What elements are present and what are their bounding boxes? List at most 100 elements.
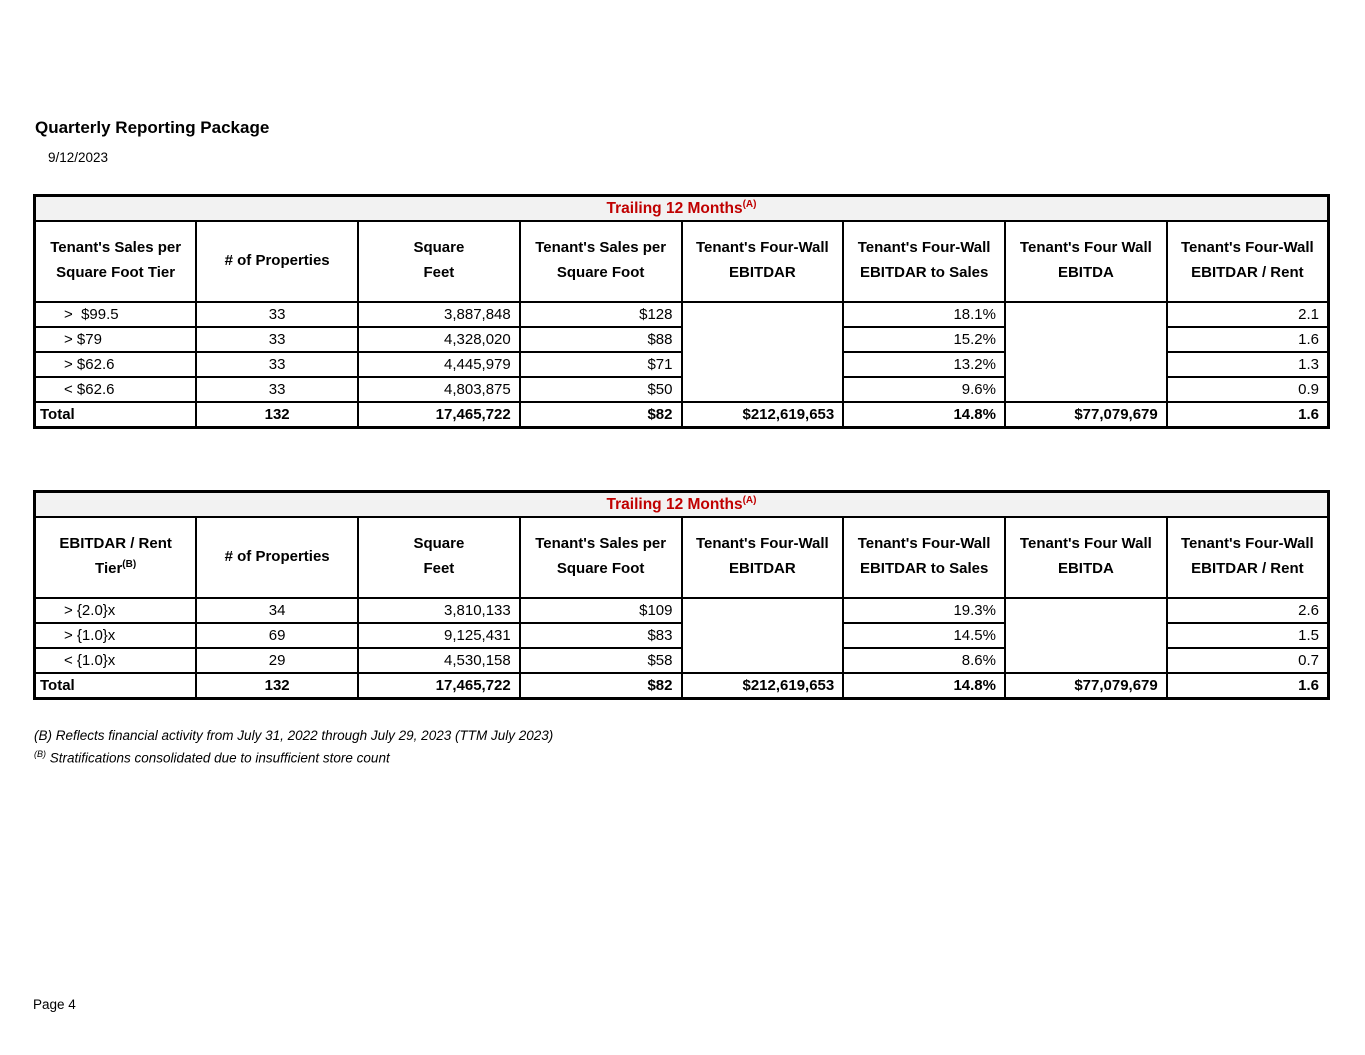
cell-ebitdar-rent: 2.6 [1165, 596, 1330, 624]
cell-total-ebitdar-rent: 1.6 [1165, 400, 1330, 429]
cell-ebitdar-to-sales: 15.2% [842, 325, 1006, 353]
cell-properties: 34 [195, 596, 359, 624]
table-row: > $79 33 4,328,020 $88 15.2% 1.6 [33, 325, 1330, 353]
table-caption-row: Trailing 12 Months(A) [33, 194, 1330, 222]
table-row: < $62.6 33 4,803,875 $50 9.6% 0.9 [33, 375, 1330, 403]
table-caption-cell: Trailing 12 Months(A) [33, 194, 1330, 222]
cell-ebitdar-rent: 1.5 [1165, 621, 1330, 649]
cell-square-feet: 3,887,848 [357, 300, 521, 328]
cell-tier: > {2.0}x [33, 596, 198, 624]
cell-square-feet: 4,445,979 [357, 350, 521, 378]
cell-sales-psf: $50 [518, 375, 683, 403]
cell-tier: > $99.5 [33, 300, 198, 328]
col-header-ebitdar: Tenant's Four-Wall EBITDAR [680, 219, 845, 303]
cell-total-ebitdar-rent: 1.6 [1165, 671, 1330, 700]
col-header-ebitdar-rent: Tenant's Four-Wall EBITDAR / Rent [1165, 515, 1330, 599]
cell-total-square-feet: 17,465,722 [357, 671, 521, 700]
cell-tier: < $62.6 [33, 375, 198, 403]
col-header-sales-psf: Tenant's Sales per Square Foot [518, 515, 683, 599]
cell-tier: > $79 [33, 325, 198, 353]
column-header-row: Tenant's Sales per Square Foot Tier # of… [33, 219, 1330, 303]
ebitdar-rent-tier-table: Trailing 12 Months(A) EBITDAR / Rent Tie… [33, 490, 1330, 700]
cell-sales-psf: $58 [518, 646, 683, 674]
col-header-sales-psf: Tenant's Sales per Square Foot [518, 219, 683, 303]
cell-total-sales-psf: $82 [518, 671, 683, 700]
footnote-2-marker: (B) [34, 749, 46, 759]
footnote-ref-a: (A) [742, 494, 757, 506]
cell-total-ebitdar-to-sales: 14.8% [842, 671, 1006, 700]
document-title: Quarterly Reporting Package [35, 118, 270, 137]
cell-total-properties: 132 [195, 400, 359, 429]
col-header-square-feet: Square Feet [357, 515, 521, 599]
cell-ebitdar-merged-empty [680, 300, 845, 403]
cell-ebitda-merged-empty [1004, 300, 1168, 403]
cell-ebitdar-rent: 2.1 [1165, 300, 1330, 328]
col-header-ebitdar-to-sales: Tenant's Four-Wall EBITDAR to Sales [842, 515, 1006, 599]
total-row: Total 132 17,465,722 $82 $212,619,653 14… [33, 400, 1330, 429]
total-row: Total 132 17,465,722 $82 $212,619,653 14… [33, 671, 1330, 700]
footnote-1-text: Reflects financial activity from July 31… [52, 728, 554, 743]
cell-square-feet: 4,803,875 [357, 375, 521, 403]
cell-total-ebitdar: $212,619,653 [680, 671, 845, 700]
cell-ebitdar-to-sales: 14.5% [842, 621, 1006, 649]
cell-total-ebitda: $77,079,679 [1004, 400, 1168, 429]
table-caption-row: Trailing 12 Months(A) [33, 490, 1330, 518]
table-row: > {2.0}x 34 3,810,133 $109 19.3% 2.6 [33, 596, 1330, 674]
cell-ebitdar-merged-empty [680, 596, 845, 674]
col-header-properties: # of Properties [195, 515, 359, 599]
cell-total-properties: 132 [195, 671, 359, 700]
cell-square-feet: 9,125,431 [357, 621, 521, 649]
cell-square-feet: 4,328,020 [357, 325, 521, 353]
col-header-ebitda: Tenant's Four Wall EBITDA [1004, 515, 1168, 599]
cell-ebitdar-rent: 1.6 [1165, 325, 1330, 353]
table-row: > $62.6 33 4,445,979 $71 13.2% 1.3 [33, 350, 1330, 378]
col-header-ebitdar: Tenant's Four-Wall EBITDAR [680, 515, 845, 599]
cell-properties: 29 [195, 646, 359, 674]
cell-properties: 33 [195, 375, 359, 403]
cell-total-ebitda: $77,079,679 [1004, 671, 1168, 700]
cell-sales-psf: $71 [518, 350, 683, 378]
cell-sales-psf: $83 [518, 621, 683, 649]
cell-properties: 69 [195, 621, 359, 649]
footnote-1-marker: (B) [34, 728, 52, 743]
cell-ebitdar-rent: 0.9 [1165, 375, 1330, 403]
cell-ebitdar-to-sales: 19.3% [842, 596, 1006, 624]
cell-tier: < {1.0}x [33, 646, 198, 674]
footnote-1: (B) Reflects financial activity from Jul… [34, 728, 553, 743]
column-header-row: EBITDAR / Rent Tier(B) # of Properties S… [33, 515, 1330, 599]
cell-tier: > {1.0}x [33, 621, 198, 649]
cell-square-feet: 4,530,158 [357, 646, 521, 674]
table-caption: Trailing 12 Months [606, 495, 743, 513]
sales-psf-tier-table: Trailing 12 Months(A) Tenant's Sales per… [33, 194, 1330, 429]
cell-properties: 33 [195, 325, 359, 353]
col-header-ebitda: Tenant's Four Wall EBITDA [1004, 219, 1168, 303]
table-row: < {1.0}x 29 4,530,158 $58 8.6% 0.7 [33, 646, 1330, 674]
footnote-ref-a: (A) [742, 198, 757, 210]
cell-ebitdar-rent: 1.3 [1165, 350, 1330, 378]
footnote-ref-b: (B) [122, 559, 137, 570]
cell-properties: 33 [195, 350, 359, 378]
cell-properties: 33 [195, 300, 359, 328]
cell-ebitdar-rent: 0.7 [1165, 646, 1330, 674]
cell-ebitdar-to-sales: 18.1% [842, 300, 1006, 328]
col-header-ebitdar-to-sales: Tenant's Four-Wall EBITDAR to Sales [842, 219, 1006, 303]
col-header-tier: Tenant's Sales per Square Foot Tier [33, 219, 198, 303]
footnote-2-text: Stratifications consolidated due to insu… [46, 750, 390, 766]
cell-total-label: Total [33, 671, 198, 700]
cell-ebitdar-to-sales: 9.6% [842, 375, 1006, 403]
col-header-ebitdar-rent: Tenant's Four-Wall EBITDAR / Rent [1165, 219, 1330, 303]
table-caption-cell: Trailing 12 Months(A) [33, 490, 1330, 518]
col-header-square-feet: Square Feet [357, 219, 521, 303]
cell-total-ebitdar: $212,619,653 [680, 400, 845, 429]
cell-total-label: Total [33, 400, 198, 429]
cell-ebitdar-to-sales: 13.2% [842, 350, 1006, 378]
table-caption: Trailing 12 Months [606, 199, 743, 217]
table-row: > $99.5 33 3,887,848 $128 18.1% 2.1 [33, 300, 1330, 403]
cell-ebitdar-to-sales: 8.6% [842, 646, 1006, 674]
cell-sales-psf: $128 [518, 300, 683, 328]
footnote-2: (B) Stratifications consolidated due to … [34, 749, 390, 766]
cell-square-feet: 3,810,133 [357, 596, 521, 624]
cell-total-ebitdar-to-sales: 14.8% [842, 400, 1006, 429]
col-header-tier: EBITDAR / Rent Tier(B) [33, 515, 198, 599]
page-number: Page 4 [33, 997, 76, 1012]
